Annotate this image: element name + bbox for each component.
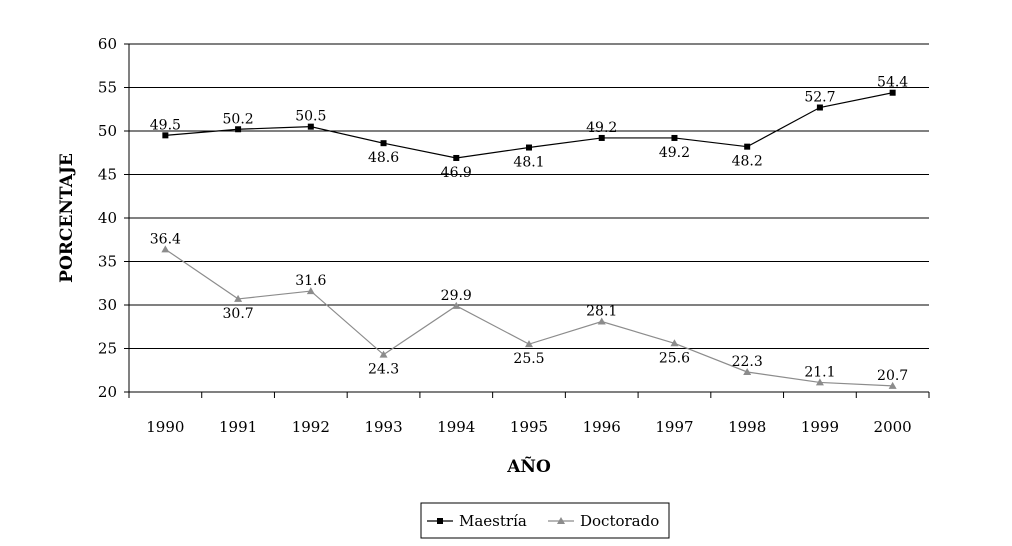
data-label-maestr-a-2000: 54.4 — [877, 75, 908, 91]
point-maestr-a-1990 — [162, 132, 169, 139]
point-maestr-a-1991 — [235, 126, 242, 133]
data-label-doctorado-2000: 20.7 — [877, 368, 908, 384]
point-doctorado-1990 — [161, 245, 170, 253]
x-tick-label-1998: 1998 — [728, 418, 766, 436]
data-label-doctorado-1994: 29.9 — [441, 288, 472, 304]
gridlines — [129, 43, 929, 349]
point-doctorado-1995 — [525, 340, 533, 348]
point-doctorado-1997 — [670, 339, 679, 347]
legend-label-maestr-a: Maestría — [459, 512, 527, 530]
data-label-maestr-a-1999: 52.7 — [804, 90, 835, 106]
data-label-doctorado-1995: 25.5 — [513, 351, 544, 367]
y-axis-title: PORCENTAJE — [57, 153, 77, 283]
y-tick-labels: 20 25 30 35 40 45 50 55 60 — [98, 35, 117, 401]
y-tick-label-60: 60 — [98, 35, 117, 53]
point-doctorado-1998 — [743, 367, 752, 375]
x-tick-labels: 1990 1991 1992 1993 1994 1995 1996 1997 1998 1999… — [146, 418, 911, 436]
data-label-doctorado-1992: 31.6 — [295, 273, 326, 289]
point-doctorado-1992 — [306, 287, 315, 295]
x-tick-label-1997: 1997 — [655, 418, 693, 436]
data-label-maestr-a-1991: 50.2 — [223, 111, 254, 127]
x-tick-label-1991: 1991 — [219, 418, 257, 436]
point-maestr-a-1997 — [671, 134, 678, 141]
data-label-maestr-a-1990: 49.5 — [150, 117, 181, 133]
point-maestr-a-1996 — [598, 134, 605, 141]
axes — [124, 43, 930, 398]
y-tick-label-25: 25 — [98, 340, 117, 358]
legend-marker-doctorado — [557, 517, 565, 524]
y-tick-label-30: 30 — [98, 296, 117, 314]
point-doctorado-1993 — [379, 350, 388, 358]
data-labels: 49.5 50.2 50.5 48.6 46.9 48.1 49.2 49.2 48.2 52.7… — [150, 75, 909, 384]
point-maestr-a-1995 — [526, 144, 532, 151]
y-tick-label-45: 45 — [98, 166, 117, 184]
data-label-maestr-a-1995: 48.1 — [513, 155, 544, 171]
y-tick-label-40: 40 — [98, 209, 117, 227]
y-tick-label-20: 20 — [98, 383, 117, 401]
x-tick-label-1996: 1996 — [583, 418, 621, 436]
data-label-maestr-a-1998: 48.2 — [732, 154, 763, 170]
legend: Maestría Doctorado — [420, 502, 670, 539]
x-tick-label-1992: 1992 — [292, 418, 330, 436]
data-label-doctorado-1996: 28.1 — [586, 304, 617, 320]
x-axis-title: AÑO — [506, 455, 551, 477]
data-label-doctorado-1999: 21.1 — [804, 364, 835, 380]
data-label-maestr-a-1993: 48.6 — [368, 150, 399, 166]
data-label-doctorado-1991: 30.7 — [223, 306, 254, 322]
y-tick-label-35: 35 — [98, 253, 117, 271]
data-label-maestr-a-1994: 46.9 — [441, 165, 472, 181]
point-maestr-a-1999 — [816, 104, 823, 111]
point-doctorado-2000 — [888, 381, 897, 389]
point-maestr-a-2000 — [889, 89, 896, 96]
x-tick-label-2000: 2000 — [874, 418, 912, 436]
point-maestr-a-1993 — [380, 140, 387, 147]
legend-box — [420, 502, 670, 539]
x-tick-label-1993: 1993 — [364, 418, 402, 436]
point-maestr-a-1998 — [744, 143, 751, 150]
point-doctorado-1991 — [234, 294, 243, 302]
data-label-maestr-a-1997: 49.2 — [659, 145, 690, 161]
data-label-doctorado-1998: 22.3 — [732, 354, 763, 370]
y-tick-label-50: 50 — [98, 122, 117, 140]
x-tick-label-1994: 1994 — [437, 418, 475, 436]
legend-label-doctorado: Doctorado — [580, 512, 659, 530]
point-maestr-a-1992 — [307, 123, 314, 130]
data-label-doctorado-1997: 25.6 — [659, 350, 690, 366]
x-tick-label-1999: 1999 — [801, 418, 839, 436]
data-label-doctorado-1990: 36.4 — [150, 231, 181, 247]
point-doctorado-1996 — [597, 317, 606, 325]
data-label-doctorado-1993: 24.3 — [368, 362, 399, 378]
point-doctorado-1994 — [452, 301, 461, 309]
x-tick-label-1995: 1995 — [510, 418, 548, 436]
data-label-maestr-a-1992: 50.5 — [295, 109, 326, 125]
point-doctorado-1999 — [815, 378, 824, 386]
x-tick-label-1990: 1990 — [146, 418, 184, 436]
data-label-maestr-a-1996: 49.2 — [586, 120, 617, 136]
point-maestr-a-1994 — [453, 154, 460, 161]
y-tick-label-55: 55 — [98, 79, 117, 97]
legend-marker-maestr-a — [437, 518, 443, 524]
series-group — [161, 89, 897, 389]
